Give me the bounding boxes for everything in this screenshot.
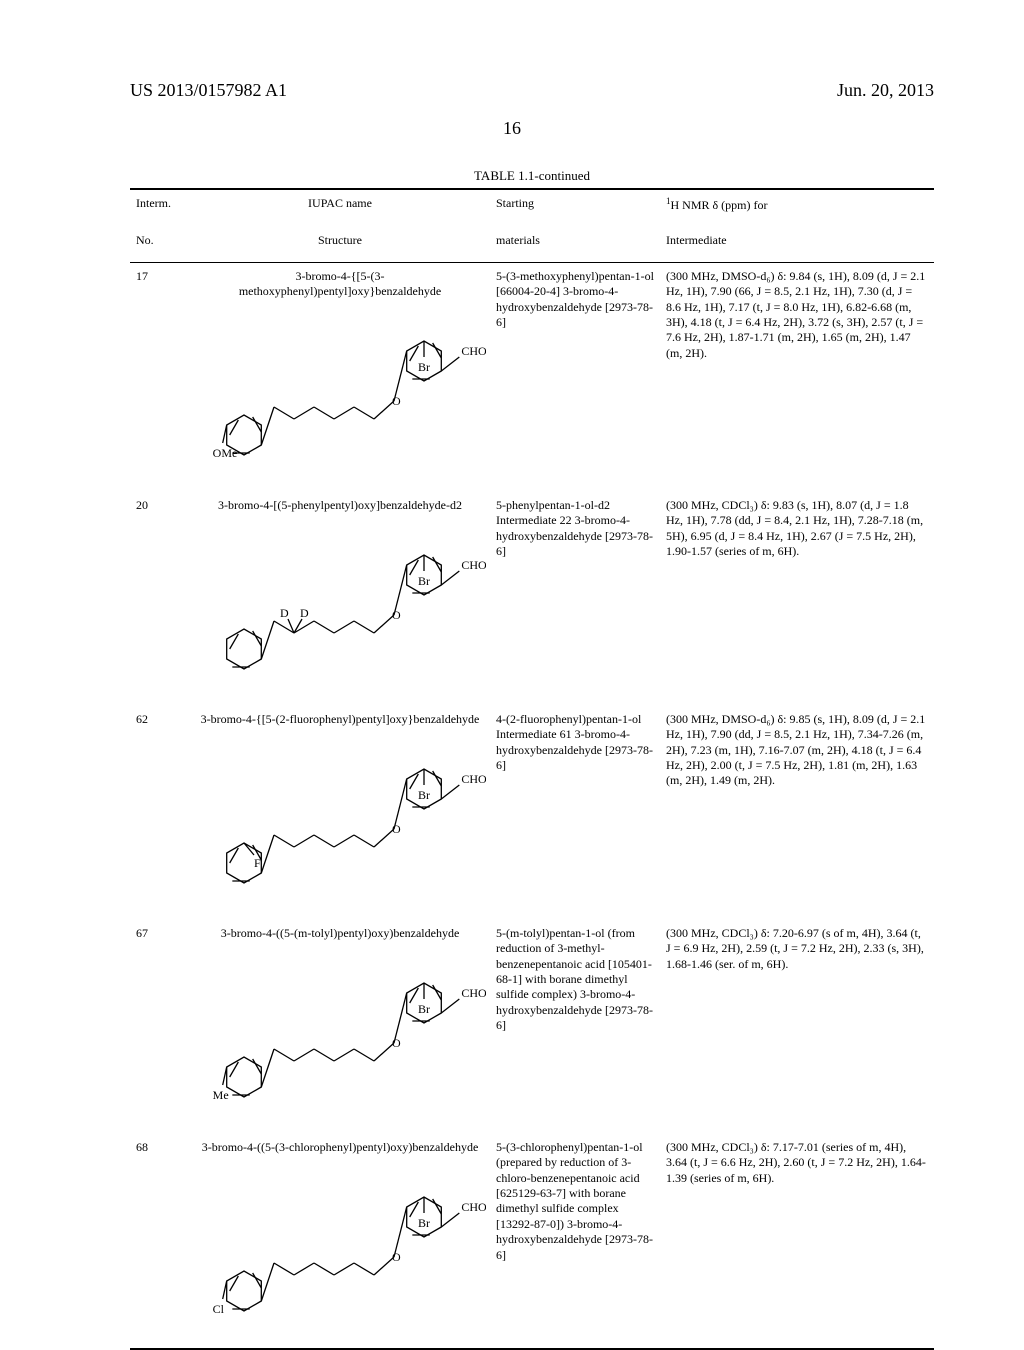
cell-structure: 3-bromo-4-[(5-phenylpentyl)oxy]benzaldeh… (190, 492, 490, 706)
svg-text:Cl: Cl (213, 1302, 225, 1316)
iupac-name: 3-bromo-4-((5-(3-chlorophenyl)pentyl)oxy… (196, 1140, 484, 1155)
svg-text:CHO: CHO (461, 344, 486, 358)
cell-materials: 5-phenylpentan-1-ol-d2 Intermediate 22 3… (490, 492, 660, 706)
structure-svg: O CHO Br F (196, 731, 484, 906)
svg-text:CHO: CHO (461, 558, 486, 572)
cell-interm-no: 67 (130, 920, 190, 1134)
table-body: 173-bromo-4-{[5-(3-methoxyphenyl)pentyl]… (130, 263, 934, 1350)
table-row: 173-bromo-4-{[5-(3-methoxyphenyl)pentyl]… (130, 263, 934, 493)
iupac-name: 3-bromo-4-{[5-(3-methoxyphenyl)pentyl]ox… (196, 269, 484, 299)
th-materials: materials (490, 227, 660, 263)
structure-svg: O CHO Br Cl (196, 1159, 484, 1334)
th-start: Starting (490, 189, 660, 227)
svg-text:Br: Br (418, 360, 430, 374)
svg-text:OMe: OMe (213, 446, 238, 460)
cell-nmr: (300 MHz, CDCl₃) δ: 9.83 (s, 1H), 8.07 (… (660, 492, 934, 706)
svg-text:Br: Br (418, 788, 430, 802)
page: US 2013/0157982 A1 Jun. 20, 2013 16 TABL… (0, 0, 1024, 1320)
data-table: Interm. IUPAC name Starting 1H NMR δ (pp… (130, 188, 934, 1350)
structure-svg: O CHO Br DD (196, 517, 484, 692)
structure-svg: O CHO Br Me (196, 945, 484, 1120)
svg-text:Br: Br (418, 1002, 430, 1016)
table-row: 68 3-bromo-4-((5-(3-chlorophenyl)pentyl)o… (130, 1134, 934, 1349)
svg-text:CHO: CHO (461, 986, 486, 1000)
cell-structure: 3-bromo-4-((5-(3-chlorophenyl)pentyl)oxy… (190, 1134, 490, 1349)
svg-text:O: O (392, 1250, 401, 1264)
cell-structure: 3-bromo-4-{[5-(2-fluorophenyl)pentyl]oxy… (190, 706, 490, 920)
structure-svg: O CHO Br OMe (196, 303, 484, 478)
svg-text:Me: Me (213, 1088, 229, 1102)
cell-structure: 3-bromo-4-{[5-(3-methoxyphenyl)pentyl]ox… (190, 263, 490, 493)
th-no: No. (130, 227, 190, 263)
svg-text:O: O (392, 608, 401, 622)
svg-text:D: D (300, 606, 309, 620)
svg-text:D: D (280, 606, 289, 620)
table-row: 67 3-bromo-4-((5-(m-tolyl)pentyl)oxy)benz… (130, 920, 934, 1134)
cell-materials: 5-(3-methoxyphenyl)pentan-1-ol [66004-20… (490, 263, 660, 493)
th-intermediate: Intermediate (660, 227, 934, 263)
iupac-name: 3-bromo-4-[(5-phenylpentyl)oxy]benzaldeh… (196, 498, 484, 513)
svg-text:O: O (392, 1036, 401, 1050)
cell-materials: 4-(2-fluorophenyl)pentan-1-ol Intermedia… (490, 706, 660, 920)
cell-materials: 5-(3-chlorophenyl)pentan-1-ol (prepared … (490, 1134, 660, 1349)
cell-nmr: (300 MHz, CDCl₃) δ: 7.20-6.97 (s of m, 4… (660, 920, 934, 1134)
th-interm: Interm. (130, 189, 190, 227)
svg-text:Br: Br (418, 574, 430, 588)
th-nmr: 1H NMR δ (ppm) for (660, 189, 934, 227)
svg-text:F: F (254, 856, 261, 870)
cell-nmr: (300 MHz, DMSO-d₆) δ: 9.84 (s, 1H), 8.09… (660, 263, 934, 493)
cell-structure: 3-bromo-4-((5-(m-tolyl)pentyl)oxy)benzal… (190, 920, 490, 1134)
header-right: Jun. 20, 2013 (837, 80, 934, 101)
page-number: 16 (0, 118, 1024, 139)
table-row: 20 3-bromo-4-[(5-phenylpentyl)oxy]benzald… (130, 492, 934, 706)
cell-nmr: (300 MHz, CDCl₃) δ: 7.17-7.01 (series of… (660, 1134, 934, 1349)
svg-text:O: O (392, 394, 401, 408)
th-structure: Structure (190, 227, 490, 263)
svg-text:O: O (392, 822, 401, 836)
header-left: US 2013/0157982 A1 (130, 80, 287, 101)
cell-interm-no: 20 (130, 492, 190, 706)
table-caption: TABLE 1.1-continued (130, 168, 934, 184)
cell-nmr: (300 MHz, DMSO-d₆) δ: 9.85 (s, 1H), 8.09… (660, 706, 934, 920)
th-iupac: IUPAC name (190, 189, 490, 227)
cell-interm-no: 62 (130, 706, 190, 920)
svg-text:CHO: CHO (461, 772, 486, 786)
svg-text:Br: Br (418, 1216, 430, 1230)
iupac-name: 3-bromo-4-((5-(m-tolyl)pentyl)oxy)benzal… (196, 926, 484, 941)
table-row: 62 3-bromo-4-{[5-(2-fluorophenyl)pentyl]o… (130, 706, 934, 920)
cell-interm-no: 68 (130, 1134, 190, 1349)
cell-interm-no: 17 (130, 263, 190, 493)
cell-materials: 5-(m-tolyl)pentan-1-ol (from reduction o… (490, 920, 660, 1134)
th-nmr-text: H NMR δ (ppm) for (671, 198, 768, 212)
iupac-name: 3-bromo-4-{[5-(2-fluorophenyl)pentyl]oxy… (196, 712, 484, 727)
table-container: TABLE 1.1-continued Interm. IUPAC name S… (130, 168, 934, 1350)
svg-text:CHO: CHO (461, 1200, 486, 1214)
